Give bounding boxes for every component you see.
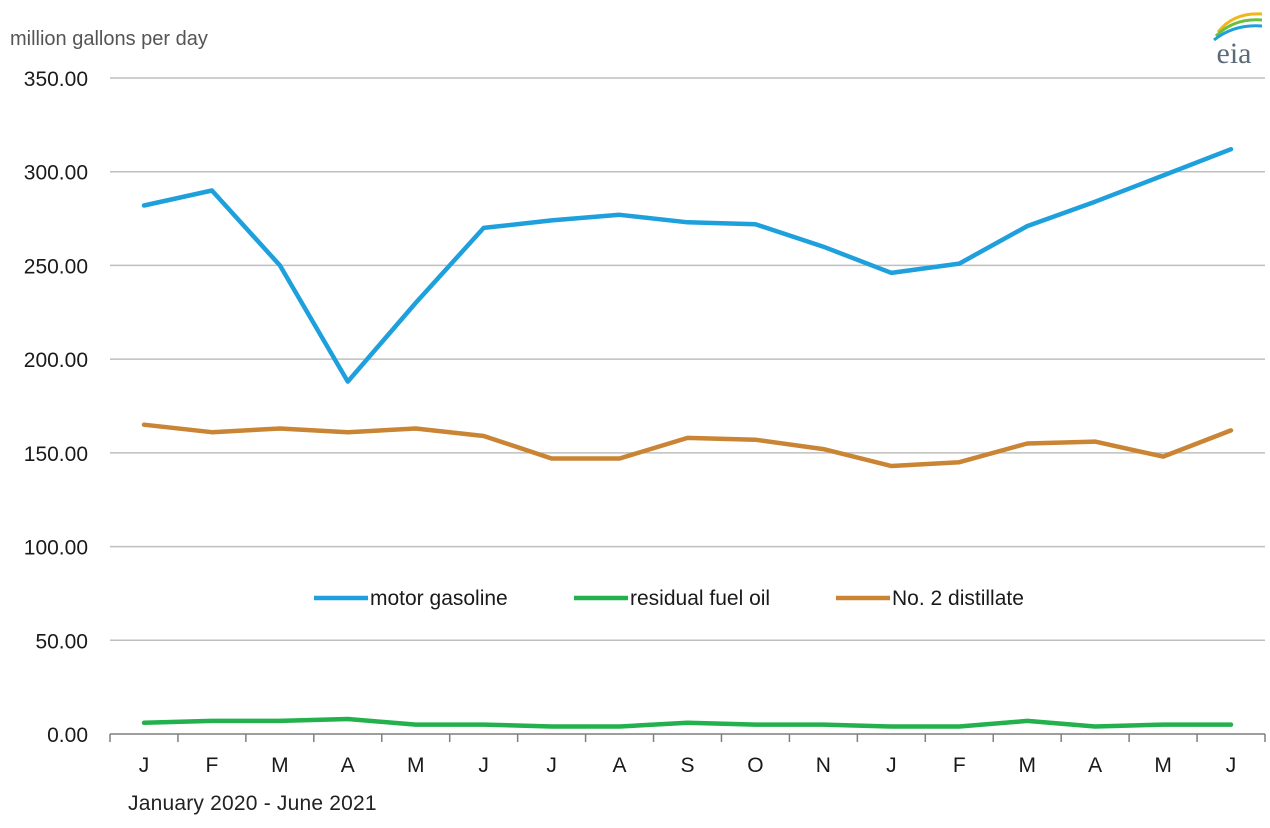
- legend-label-residual-fuel-oil: residual fuel oil: [630, 587, 770, 610]
- x-tick-label: M: [271, 754, 289, 777]
- legend: motor gasoline residual fuel oil No. 2 dis…: [314, 587, 1024, 610]
- y-tick-label: 200.00: [24, 349, 88, 372]
- x-tick-label: F: [953, 754, 966, 777]
- x-tick-label: M: [1154, 754, 1172, 777]
- eia-logo: eia: [1213, 12, 1263, 68]
- x-tick-label: S: [680, 754, 694, 777]
- series-line-no-2-distillate: [141, 422, 1234, 469]
- x-tick-label: F: [205, 754, 218, 777]
- x-tick-label: A: [613, 754, 627, 777]
- x-tick-label: J: [139, 754, 150, 777]
- x-tick-label: N: [816, 754, 831, 777]
- x-tick-label: M: [1018, 754, 1036, 777]
- x-tick-label: J: [886, 754, 897, 777]
- x-tick-label: J: [478, 754, 489, 777]
- period-label: January 2020 - June 2021: [128, 792, 377, 815]
- x-tick-label: J: [1226, 754, 1237, 777]
- y-tick-label: 250.00: [24, 255, 88, 278]
- y-tick-label: 0.00: [47, 724, 88, 747]
- y-tick-label: 50.00: [35, 630, 88, 653]
- x-tick-label: J: [546, 754, 557, 777]
- axes: 0.00 50.00 100.00 150.00 200.00 250.00 300.00 3…: [24, 68, 1266, 777]
- series-lines: [141, 146, 1234, 729]
- y-tick-label: 150.00: [24, 443, 88, 466]
- legend-label-no-2-distillate: No. 2 distillate: [892, 587, 1024, 610]
- y-axis-unit-label: million gallons per day: [10, 28, 208, 50]
- y-tick-label: 350.00: [24, 68, 88, 91]
- svg-text:eia: eia: [1217, 37, 1252, 68]
- gridlines: [110, 77, 1265, 642]
- x-tick-label: M: [407, 754, 425, 777]
- x-tick-label: A: [1088, 754, 1102, 777]
- y-tick-label: 300.00: [24, 162, 88, 185]
- y-tick-label: 100.00: [24, 537, 88, 560]
- legend-label-motor-gasoline: motor gasoline: [370, 587, 508, 610]
- x-tick-label: O: [747, 754, 763, 777]
- x-tick-label: A: [341, 754, 355, 777]
